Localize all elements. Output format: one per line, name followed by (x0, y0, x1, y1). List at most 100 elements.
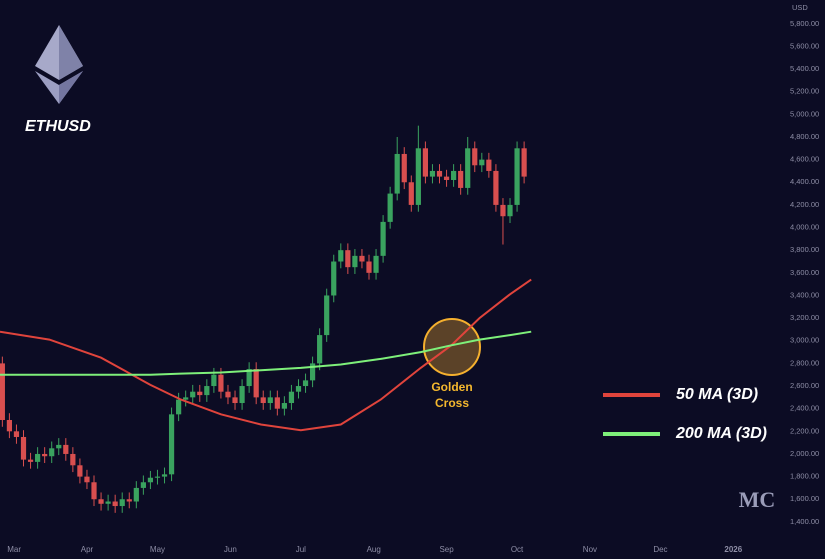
x-tick-label: Sep (439, 545, 454, 554)
moving-average-line (0, 278, 532, 432)
y-tick-label: 3,400.00 (790, 290, 819, 299)
candle-body (352, 255, 358, 268)
candle-body (13, 431, 20, 437)
watermark: MC (739, 487, 776, 512)
candles (0, 125, 527, 513)
candle-body (49, 448, 55, 457)
candle-body (161, 474, 168, 477)
candle-body (176, 399, 182, 415)
candle-body (133, 487, 139, 502)
candle-body (154, 476, 161, 478)
candle-body (267, 397, 273, 404)
candle-body (401, 153, 407, 183)
candle-body (42, 453, 48, 457)
candle-body (302, 380, 309, 387)
candle-body (56, 444, 62, 449)
ticker: ETHUSD (25, 118, 91, 135)
candle-body (225, 391, 231, 398)
candle-body (204, 386, 210, 396)
y-tick-label: 5,600.00 (790, 41, 819, 50)
y-tick-label: 4,200.00 (790, 200, 819, 209)
candle-body (436, 170, 443, 177)
x-tick-label: Nov (583, 545, 597, 554)
y-tick-label: 3,800.00 (790, 245, 819, 254)
candle-body (112, 501, 118, 507)
candle-body (91, 482, 97, 500)
candle-body (183, 397, 189, 400)
eth-logo (35, 25, 83, 104)
candle-body (168, 414, 175, 475)
y-tick-label: 2,400.00 (790, 404, 819, 413)
x-tick-label: Aug (367, 545, 381, 554)
y-tick-label: 5,000.00 (790, 109, 819, 118)
candle-body (380, 221, 386, 256)
y-tick-label: 4,000.00 (790, 223, 819, 232)
x-tick-label: Jul (296, 545, 306, 554)
y-tick-label: 5,400.00 (790, 64, 819, 73)
x-tick-label: Oct (511, 545, 524, 554)
candle-body (70, 453, 76, 466)
candle-body (415, 148, 421, 205)
y-tick-label: 1,800.00 (790, 472, 819, 481)
y-tick-label: 2,000.00 (790, 449, 819, 458)
candle-body (147, 477, 154, 483)
candle-body (126, 499, 132, 502)
candle-body (387, 193, 393, 222)
y-tick-label: 5,800.00 (790, 19, 819, 28)
candle-body (324, 295, 330, 336)
candle-body (197, 391, 203, 396)
candle-body (63, 444, 69, 454)
candle-body (190, 391, 196, 398)
candle-body (239, 386, 245, 404)
golden-cross-marker (423, 318, 481, 376)
candle-body (260, 397, 266, 404)
y-tick-label: 2,800.00 (790, 358, 819, 367)
candle-body (465, 148, 471, 188)
candle-body (366, 261, 372, 273)
candle-body (507, 204, 513, 217)
candle-body (345, 250, 351, 268)
candle-body (6, 420, 13, 432)
candle-body (295, 386, 302, 392)
candle-body (0, 363, 5, 420)
annotation: Golden (431, 380, 472, 394)
candle-body (27, 459, 34, 462)
candle-body (253, 369, 259, 398)
y-tick-label: 4,400.00 (790, 177, 819, 186)
candle-body (486, 159, 492, 171)
candle-body (218, 374, 224, 392)
candle-body (338, 250, 344, 262)
y-tick-label: 2,200.00 (790, 426, 819, 435)
candle-body (84, 476, 90, 483)
candle-body (274, 397, 280, 409)
candle-body (331, 261, 337, 296)
candle-body (443, 176, 450, 180)
candle-body (232, 397, 238, 404)
candle-body (211, 374, 217, 387)
candle-body (429, 170, 436, 177)
x-tick-label: Jun (224, 545, 237, 554)
y-tick-label: 4,600.00 (790, 155, 819, 164)
candle-body (119, 499, 125, 507)
y-tick-label: 4,800.00 (790, 132, 819, 141)
candle-body (281, 403, 287, 409)
candle-body (451, 170, 457, 180)
candle-body (317, 335, 323, 364)
candle-body (35, 453, 41, 462)
legend-label: 200 MA (3D) (675, 425, 767, 442)
candle-body (246, 369, 252, 387)
x-tick-label: 2026 (724, 545, 742, 554)
candle-body (394, 153, 400, 194)
candle-body (493, 170, 499, 205)
x-tick-label: May (150, 545, 165, 554)
candle-body (422, 148, 429, 177)
candle-body (309, 363, 316, 381)
candle-body (479, 159, 485, 166)
x-tick-label: Dec (653, 545, 667, 554)
y-tick-label: 5,200.00 (790, 87, 819, 96)
x-tick-label: Mar (7, 545, 21, 554)
y-tick-label: 3,600.00 (790, 268, 819, 277)
y-tick-label: 1,600.00 (790, 494, 819, 503)
